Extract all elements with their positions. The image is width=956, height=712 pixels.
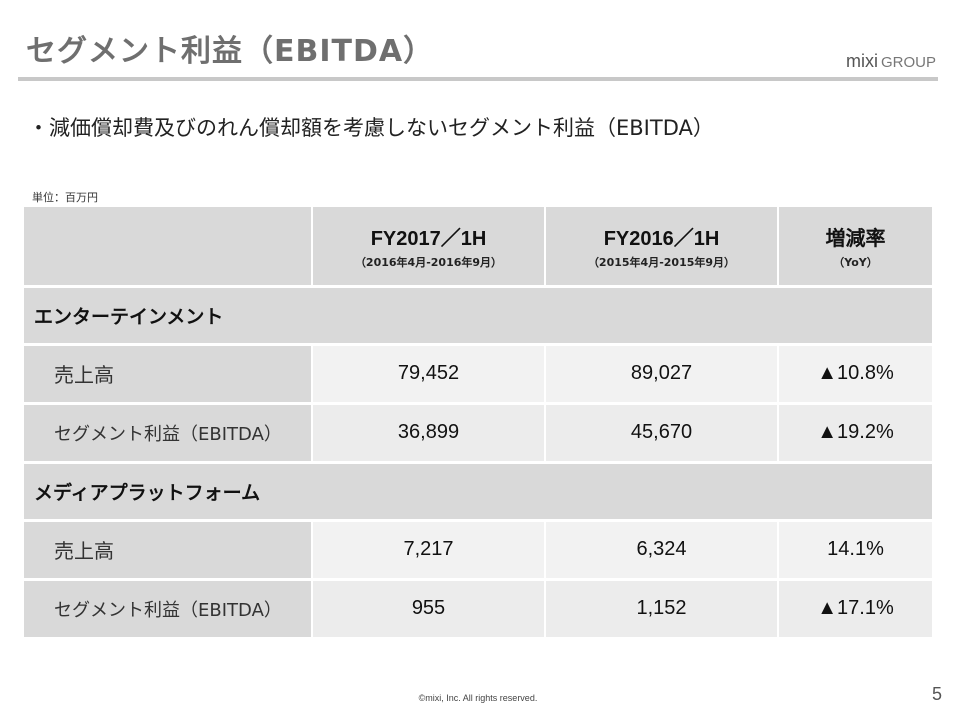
table-row: 売上高 7,217 6,324 14.1%	[24, 520, 932, 581]
table-header-row: FY2017／1H （2016年4月-2016年9月） FY2016／1H （2…	[24, 207, 932, 288]
row-label: 売上高	[24, 344, 313, 405]
value-fy2016: 1,152	[545, 579, 779, 640]
value-fy2016: 45,670	[545, 403, 779, 464]
row-label: 売上高	[24, 520, 313, 581]
header-divider	[18, 77, 938, 81]
value-yoy: ▲10.8%	[778, 344, 932, 405]
table-row: セグメント利益（EBITDA） 36,899 45,670 ▲19.2%	[24, 403, 932, 464]
mixi-group-logo: mixi GROUP	[846, 51, 936, 72]
value-yoy: ▲17.1%	[778, 579, 932, 640]
header-cell-fy2016: FY2016／1H （2015年4月-2015年9月）	[545, 207, 779, 288]
header-cell-blank	[24, 207, 313, 288]
value-yoy: 14.1%	[778, 520, 932, 581]
table-row: セグメント利益（EBITDA） 955 1,152 ▲17.1%	[24, 579, 932, 640]
table-row: 売上高 79,452 89,027 ▲10.8%	[24, 344, 932, 405]
value-fy2017: 36,899	[312, 403, 546, 464]
value-fy2016: 89,027	[545, 344, 779, 405]
value-fy2016: 6,324	[545, 520, 779, 581]
unit-label: 単位：百万円	[32, 191, 98, 204]
header-fy2016-main: FY2016／1H	[603, 227, 720, 250]
value-fy2017: 7,217	[312, 520, 546, 581]
logo-brand: mixi	[845, 51, 878, 71]
section-row-entertainment: エンターテインメント	[24, 286, 932, 346]
bullet-text: ・減価償却費及びのれん償却額を考慮しないセグメント利益（EBITDA）	[28, 116, 714, 140]
header-fy2016-sub: （2015年4月-2015年9月）	[587, 255, 736, 269]
row-label: セグメント利益（EBITDA）	[24, 403, 313, 464]
section-label: エンターテインメント	[24, 286, 932, 346]
header-cell-fy2017: FY2017／1H （2016年4月-2016年9月）	[312, 207, 546, 288]
header-yoy-sub: （YoY）	[833, 255, 878, 269]
value-fy2017: 79,452	[312, 344, 546, 405]
copyright-text: ©mixi, Inc. All rights reserved.	[418, 693, 538, 703]
header-cell-yoy: 増減率 （YoY）	[778, 207, 932, 288]
value-yoy: ▲19.2%	[778, 403, 932, 464]
segment-ebitda-table: FY2017／1H （2016年4月-2016年9月） FY2016／1H （2…	[24, 207, 932, 640]
row-label: セグメント利益（EBITDA）	[24, 579, 313, 640]
logo-suffix: GROUP	[880, 54, 936, 71]
header-fy2017-sub: （2016年4月-2016年9月）	[354, 255, 503, 269]
section-row-media-platform: メディアプラットフォーム	[24, 462, 932, 522]
header-yoy-main: 増減率	[825, 227, 886, 250]
page-number: 5	[931, 684, 942, 704]
page-title: セグメント利益（EBITDA）	[26, 34, 435, 69]
value-fy2017: 955	[312, 579, 546, 640]
section-label: メディアプラットフォーム	[24, 462, 932, 522]
header-fy2017-main: FY2017／1H	[370, 227, 487, 250]
